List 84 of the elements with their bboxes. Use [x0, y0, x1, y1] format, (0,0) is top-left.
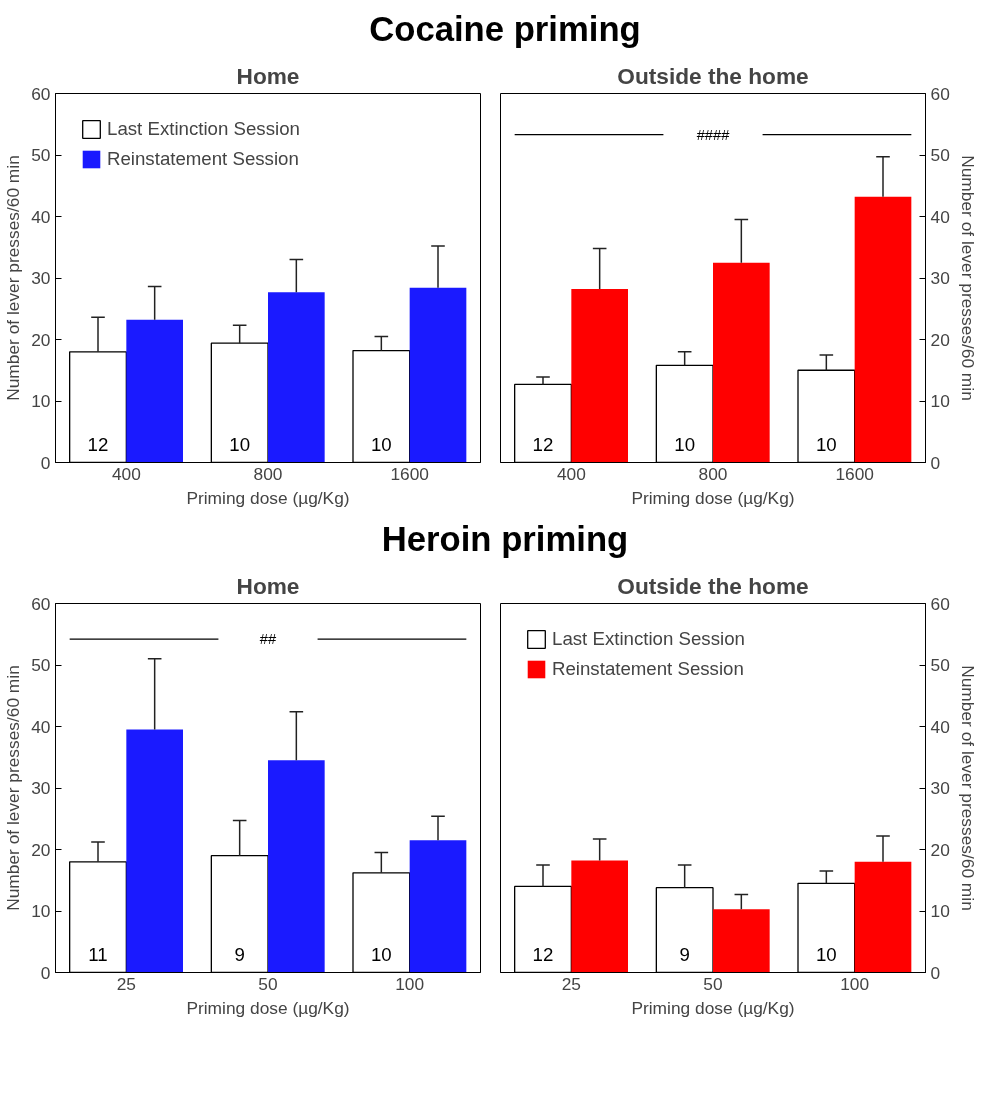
legend-label: Last Extinction Session: [107, 118, 300, 140]
annotation: 10: [370, 433, 392, 455]
bar: [713, 909, 770, 973]
y-tick-label: 10: [930, 901, 950, 921]
annotation: 9: [679, 943, 690, 965]
legend-label: Last Extinction Session: [552, 628, 745, 650]
y-tick-label: 0: [40, 452, 51, 473]
chart-subtitle: Home: [236, 62, 300, 89]
bar: [854, 861, 912, 973]
annotation: 10: [370, 943, 392, 965]
y-tick-label: 50: [930, 145, 950, 165]
x-tick-label: 100: [395, 973, 425, 994]
bar: [268, 760, 325, 973]
x-axis-title: Priming dose (µg/Kg): [631, 487, 795, 508]
y-tick-label: 20: [31, 839, 51, 860]
y-tick-label: 10: [930, 391, 950, 411]
annotation: 10: [815, 433, 837, 455]
y-tick-label: 30: [930, 268, 950, 288]
legend-label: Reinstatement Session: [552, 658, 744, 680]
annotation: 12: [87, 433, 109, 455]
y-tick-label: 60: [31, 593, 51, 614]
y-axis-title: Number of lever presses/60 min: [3, 155, 24, 401]
y-tick-label: 30: [31, 778, 51, 798]
bar: [571, 289, 628, 463]
y-axis-title: Number of lever presses/60 min: [957, 665, 978, 911]
y-tick-label: 20: [31, 329, 51, 350]
ref-line-label: ##: [259, 631, 277, 648]
y-tick-label: 60: [930, 593, 950, 614]
y-tick-label: 10: [31, 391, 51, 411]
y-tick-label: 30: [31, 268, 51, 288]
y-tick-label: 60: [930, 83, 950, 104]
annotation: 10: [229, 433, 251, 455]
x-tick-label: 800: [253, 463, 283, 484]
x-tick-label: 25: [116, 973, 136, 994]
chart-subtitle: Home: [236, 572, 300, 599]
annotation: 12: [532, 433, 554, 455]
y-tick-label: 30: [930, 778, 950, 798]
annotation: 10: [674, 433, 696, 455]
x-axis-title: Priming dose (µg/Kg): [186, 487, 350, 508]
y-tick-label: 0: [930, 452, 941, 473]
y-tick-label: 50: [930, 655, 950, 675]
chart-title: Cocaine priming: [369, 9, 641, 50]
y-tick-label: 0: [930, 962, 941, 983]
x-tick-label: 400: [111, 463, 141, 484]
x-tick-label: 50: [703, 973, 723, 994]
y-axis-title: Number of lever presses/60 min: [3, 665, 24, 911]
bar: [854, 196, 912, 463]
x-axis-title: Priming dose (µg/Kg): [631, 997, 795, 1018]
x-tick-label: 1600: [390, 463, 429, 484]
chart-subtitle: Outside the home: [617, 62, 809, 89]
chart-title: Heroin priming: [381, 519, 629, 560]
bar: [126, 729, 183, 973]
y-axis-title: Number of lever presses/60 min: [957, 155, 978, 401]
bar: [409, 287, 467, 463]
y-tick-label: 10: [31, 901, 51, 921]
y-tick-label: 40: [930, 716, 950, 737]
y-tick-label: 50: [31, 145, 51, 165]
x-tick-label: 25: [561, 973, 581, 994]
y-tick-label: 40: [31, 206, 51, 227]
legend-label: Reinstatement Session: [107, 148, 299, 170]
y-tick-label: 20: [930, 329, 950, 350]
x-tick-label: 800: [698, 463, 728, 484]
annotation: 10: [815, 943, 837, 965]
y-tick-label: 60: [31, 83, 51, 104]
y-tick-label: 20: [930, 839, 950, 860]
y-tick-label: 50: [31, 655, 51, 675]
y-tick-label: 40: [31, 716, 51, 737]
bar: [713, 262, 770, 463]
annotation: 12: [532, 943, 554, 965]
x-tick-label: 100: [840, 973, 870, 994]
x-tick-label: 400: [556, 463, 586, 484]
bar: [268, 292, 325, 463]
bar: [126, 319, 183, 463]
chart-subtitle: Outside the home: [617, 572, 809, 599]
y-tick-label: 0: [40, 962, 51, 983]
bar: [571, 860, 628, 973]
bar: [409, 840, 467, 973]
x-tick-label: 50: [258, 973, 278, 994]
annotation: 11: [88, 943, 108, 965]
y-tick-label: 40: [930, 206, 950, 227]
x-axis-title: Priming dose (µg/Kg): [186, 997, 350, 1018]
annotation: 9: [234, 943, 245, 965]
ref-line-label: ####: [696, 126, 731, 143]
x-tick-label: 1600: [835, 463, 874, 484]
